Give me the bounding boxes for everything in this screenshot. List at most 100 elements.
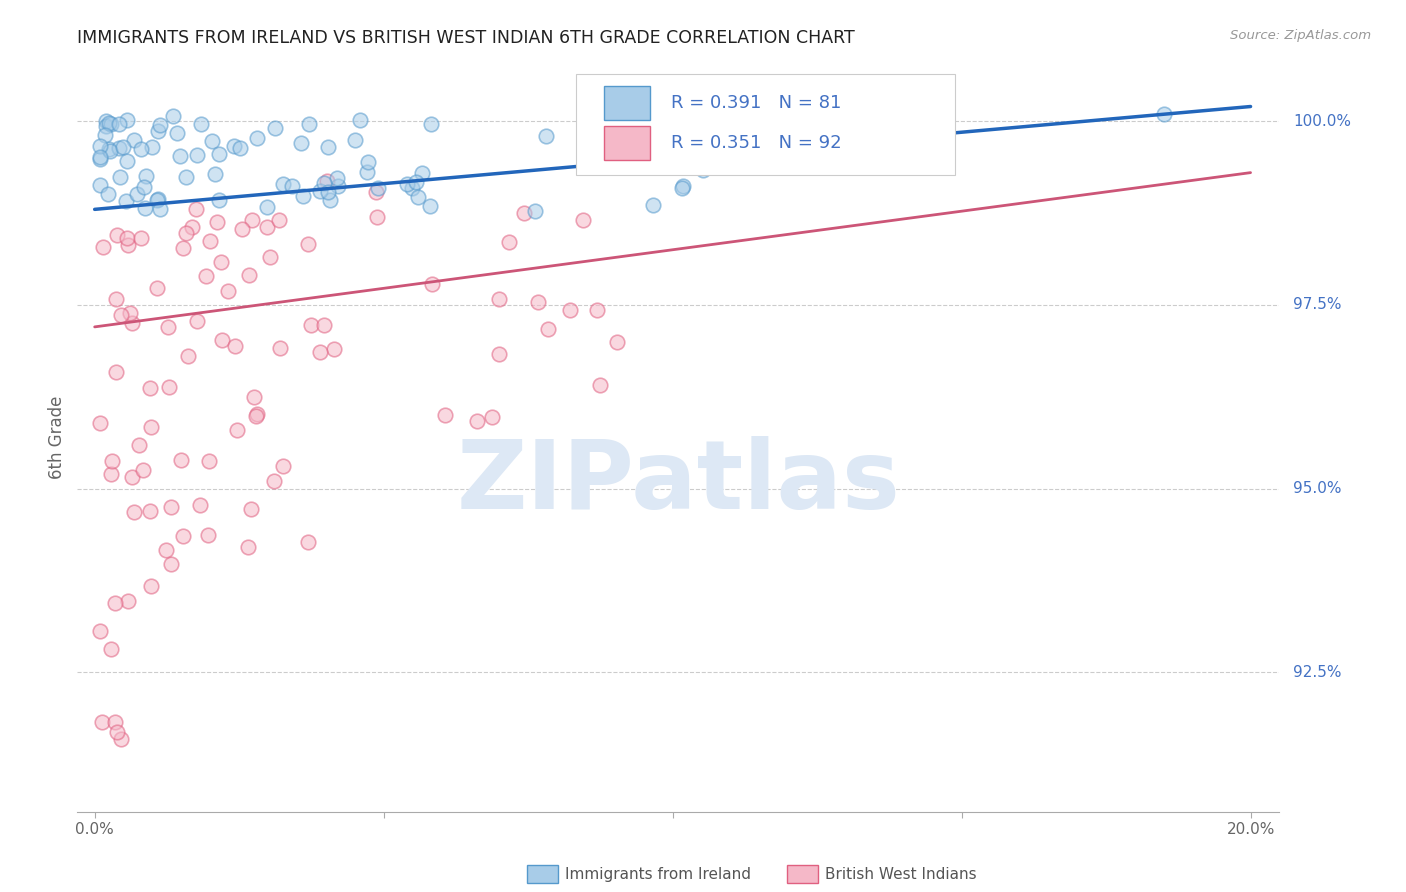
FancyBboxPatch shape	[603, 126, 650, 160]
Point	[606, 335, 628, 350]
Point	[395, 177, 418, 191]
Point	[512, 206, 534, 220]
Point	[177, 349, 200, 363]
Point	[527, 294, 550, 309]
Point	[401, 181, 423, 195]
Point	[169, 149, 191, 163]
Point	[1153, 107, 1175, 121]
Point	[558, 303, 581, 318]
Point	[129, 142, 152, 156]
Point	[166, 127, 188, 141]
Point	[271, 458, 294, 473]
Point	[292, 189, 315, 203]
Point	[134, 179, 156, 194]
Point	[672, 179, 695, 194]
Point	[100, 117, 122, 131]
Point	[599, 92, 621, 106]
Point	[323, 343, 346, 357]
Point	[104, 596, 127, 610]
Text: ZIPatlas: ZIPatlas	[457, 435, 900, 529]
Point	[139, 504, 162, 518]
Point	[217, 284, 239, 298]
Point	[211, 333, 233, 347]
Point	[141, 140, 163, 154]
Point	[121, 469, 143, 483]
Point	[406, 190, 429, 204]
FancyBboxPatch shape	[576, 74, 955, 175]
Point	[139, 579, 162, 593]
Point	[149, 118, 172, 132]
Text: Source: ZipAtlas.com: Source: ZipAtlas.com	[1230, 29, 1371, 43]
Point	[236, 540, 259, 554]
Point	[245, 409, 267, 423]
Point	[122, 505, 145, 519]
Point	[301, 318, 323, 332]
Point	[174, 226, 197, 240]
Point	[290, 136, 312, 151]
Point	[107, 117, 129, 131]
Point	[204, 167, 226, 181]
Point	[488, 347, 510, 361]
Text: British West Indians: British West Indians	[825, 867, 977, 881]
Point	[184, 202, 207, 217]
Point	[308, 345, 330, 359]
Text: R = 0.391   N = 81: R = 0.391 N = 81	[671, 95, 842, 112]
Point	[343, 133, 366, 147]
Point	[411, 166, 433, 180]
Point	[110, 732, 132, 747]
Point	[589, 377, 612, 392]
Point	[100, 641, 122, 656]
Point	[200, 234, 222, 248]
Point	[297, 535, 319, 549]
Text: R = 0.351   N = 92: R = 0.351 N = 92	[671, 134, 842, 152]
Point	[422, 277, 444, 291]
Point	[326, 171, 349, 186]
Point	[197, 527, 219, 541]
Point	[190, 117, 212, 131]
Point	[246, 408, 269, 422]
Point	[155, 542, 177, 557]
Point	[349, 112, 371, 127]
Point	[100, 467, 122, 482]
Point	[319, 194, 342, 208]
Point	[481, 409, 503, 424]
Point	[537, 322, 560, 336]
Point	[132, 463, 155, 477]
Point	[105, 227, 128, 242]
Point	[89, 178, 111, 192]
Point	[160, 557, 183, 571]
Point	[224, 139, 246, 153]
Point	[97, 186, 120, 201]
Point	[134, 202, 156, 216]
Point	[269, 341, 291, 355]
Point	[98, 145, 121, 159]
Point	[195, 269, 218, 284]
Point	[197, 454, 219, 468]
Point	[135, 169, 157, 183]
Point	[224, 339, 246, 353]
Point	[91, 240, 114, 254]
Point	[585, 303, 607, 318]
Text: Immigrants from Ireland: Immigrants from Ireland	[565, 867, 751, 881]
Point	[96, 114, 118, 128]
Text: 92.5%: 92.5%	[1294, 665, 1341, 680]
Point	[207, 194, 229, 208]
Point	[121, 316, 143, 330]
Point	[157, 320, 180, 334]
Point	[240, 502, 263, 516]
Text: 97.5%: 97.5%	[1294, 297, 1341, 312]
Point	[174, 169, 197, 184]
Point	[89, 624, 111, 638]
Point	[226, 423, 249, 437]
Point	[148, 202, 170, 216]
Point	[326, 179, 349, 194]
Point	[146, 192, 169, 206]
Point	[90, 715, 112, 730]
Point	[188, 498, 211, 512]
Point	[298, 117, 321, 131]
Point	[433, 409, 456, 423]
Point	[256, 220, 278, 235]
Point	[186, 313, 208, 327]
Point	[89, 152, 111, 166]
Point	[101, 454, 124, 468]
